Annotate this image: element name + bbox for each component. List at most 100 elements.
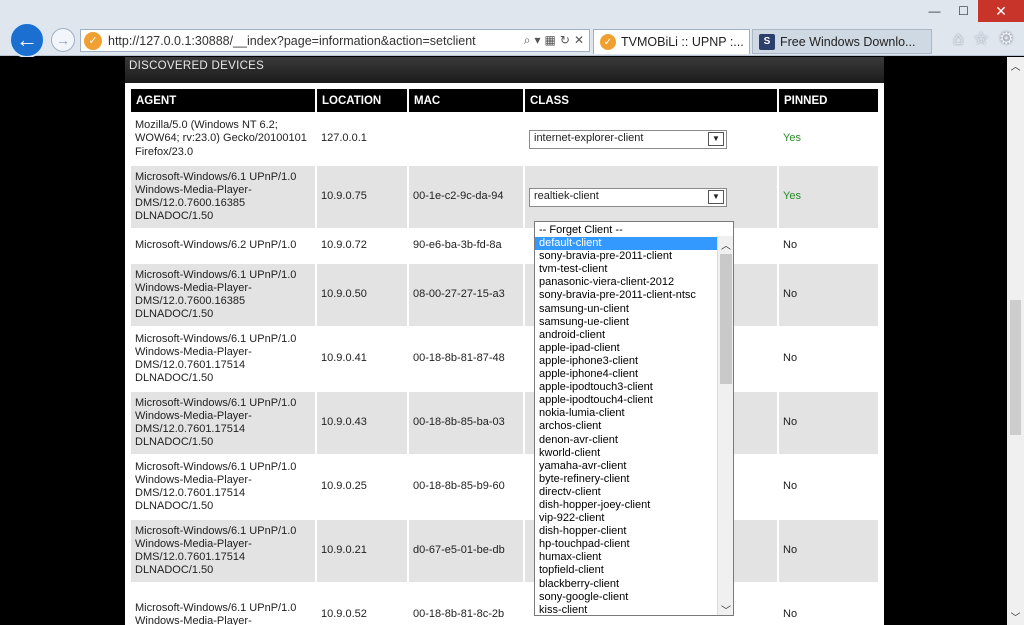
chevron-down-icon: ▼ — [708, 132, 724, 146]
mac-cell: 90-e6-ba-3b-fd-8a — [409, 230, 523, 262]
col-location: LOCATION — [317, 89, 407, 112]
address-url[interactable]: http://127.0.0.1:30888/__index?page=info… — [108, 33, 476, 48]
dropdown-option[interactable]: kworld-client — [539, 446, 601, 459]
dropdown-option[interactable]: sony-google-client — [539, 590, 629, 603]
dropdown-option[interactable]: denon-avr-client — [539, 433, 618, 446]
dropdown-option[interactable]: kiss-client — [539, 603, 588, 616]
stop-icon[interactable]: ✕ — [573, 33, 584, 47]
browser-chrome: — ☐ ✕ ← → ✓ http://127.0.0.1:30888/__ind… — [0, 0, 1024, 58]
dropdown-option[interactable]: yamaha-avr-client — [539, 459, 627, 472]
window-controls: — ☐ ✕ — [920, 0, 1024, 22]
dropdown-option[interactable]: apple-ipodtouch3-client — [539, 381, 653, 394]
class-select[interactable]: realtiek-client ▼ — [529, 187, 727, 207]
class-select-value: realtiek-client — [534, 190, 599, 203]
class-select[interactable]: internet-explorer-client ▼ — [529, 129, 727, 149]
dropdown-option[interactable]: blackberry-client — [539, 577, 620, 590]
dropdown-scroll-thumb[interactable] — [720, 254, 732, 384]
location-cell: 10.9.0.41 — [317, 328, 407, 390]
table-row: Microsoft-Windows/6.1 UPnP/1.0 Windows-M… — [131, 456, 878, 518]
dropdown-option[interactable]: apple-iphone3-client — [539, 354, 639, 367]
page-scroll-thumb[interactable] — [1010, 300, 1021, 435]
back-arrow-icon: ← — [16, 27, 38, 52]
tab-tvmobili[interactable]: ✓ TVMOBiLi :: UPNP :... ✕ — [593, 29, 750, 54]
tvmobili-favicon-icon: ✓ — [600, 34, 616, 50]
location-cell: 10.9.0.50 — [317, 264, 407, 326]
page-scrollbar[interactable]: ︿ ﹀ — [1007, 57, 1024, 625]
pinned-cell: No — [779, 392, 878, 454]
dropdown-option[interactable]: humax-client — [539, 551, 602, 564]
location-cell: 10.9.0.72 — [317, 230, 407, 262]
close-window-button[interactable]: ✕ — [978, 0, 1024, 22]
dropdown-option[interactable]: dish-hopper-joey-client — [539, 498, 651, 511]
agent-cell: Microsoft-Windows/6.1 UPnP/1.0 Windows-M… — [131, 584, 315, 625]
dropdown-option[interactable]: samsung-ue-client — [539, 315, 629, 328]
scroll-down-icon[interactable]: ﹀ — [1010, 613, 1021, 624]
address-tools: ⌕ ▾ ▦ ↻ ✕ — [524, 33, 589, 48]
pinned-cell: No — [779, 456, 878, 518]
dropdown-option[interactable]: directv-client — [539, 485, 601, 498]
col-mac: MAC — [409, 89, 523, 112]
browser-toolbar-icons: ⌂ ☆ ⚙ — [953, 29, 1014, 49]
agent-cell: Mozilla/5.0 (Windows NT 6.2; WOW64; rv:2… — [131, 114, 315, 164]
minimize-button[interactable]: — — [928, 4, 941, 18]
agent-cell: Microsoft-Windows/6.1 UPnP/1.0 Windows-M… — [131, 392, 315, 454]
col-pinned: PINNED — [779, 89, 878, 112]
dropdown-option[interactable]: apple-ipad-client — [539, 341, 620, 354]
dropdown-option[interactable]: archos-client — [539, 420, 602, 433]
forward-button[interactable]: → — [51, 28, 75, 52]
dropdown-option[interactable]: vip-922-client — [539, 512, 605, 525]
tab-softpedia[interactable]: S Free Windows Downlo... — [752, 29, 932, 54]
pinned-cell: Yes — [779, 114, 878, 164]
home-icon[interactable]: ⌂ — [953, 29, 964, 48]
class-cell: realtiek-client ▼ — [525, 166, 777, 228]
forward-arrow-icon: → — [56, 32, 70, 48]
address-bar[interactable]: ✓ http://127.0.0.1:30888/__index?page=in… — [80, 29, 590, 52]
dropdown-option[interactable]: hp-touchpad-client — [539, 538, 630, 551]
back-button[interactable]: ← — [9, 22, 45, 58]
tab-close-icon[interactable]: ✕ — [744, 35, 749, 49]
class-dropdown-list[interactable]: -- Forget Client -- default-client sony-br… — [534, 221, 734, 616]
search-icon[interactable]: ⌕ — [523, 33, 531, 47]
dropdown-scrollbar[interactable]: ︿ ﹀ — [717, 236, 733, 616]
location-cell: 10.9.0.21 — [317, 520, 407, 582]
dropdown-option[interactable]: nokia-lumia-client — [539, 407, 625, 420]
dropdown-option[interactable]: panasonic-viera-client-2012 — [539, 276, 675, 289]
pinned-cell: No — [779, 230, 878, 262]
dropdown-option[interactable]: dish-hopper-client — [539, 525, 627, 538]
scroll-up-icon[interactable]: ︿ — [1010, 62, 1021, 73]
agent-cell: Microsoft-Windows/6.1 UPnP/1.0 Windows-M… — [131, 456, 315, 518]
chevron-up-icon[interactable]: ︿ — [721, 240, 731, 252]
agent-cell: Microsoft-Windows/6.2 UPnP/1.0 — [131, 230, 315, 262]
mac-cell: d0-67-e5-01-be-db — [409, 520, 523, 582]
dropdown-option[interactable]: sony-bravia-pre-2011-client-ntsc — [539, 289, 696, 302]
chevron-down-icon[interactable]: ﹀ — [721, 605, 731, 616]
dropdown-arrow-icon[interactable]: ▾ — [534, 33, 541, 47]
dropdown-option[interactable]: tvm-test-client — [539, 263, 608, 276]
refresh-icon[interactable]: ↻ — [559, 33, 570, 47]
dropdown-option[interactable]: default-client — [535, 237, 718, 251]
dropdown-option[interactable]: android-client — [539, 328, 606, 341]
star-icon[interactable]: ☆ — [973, 29, 989, 48]
dropdown-option[interactable]: topfield-client — [539, 564, 604, 577]
pinned-cell: No — [779, 520, 878, 582]
dropdown-option[interactable]: sony-bravia-pre-2011-client — [539, 250, 673, 263]
table-row: Microsoft-Windows/6.2 UPnP/1.0 10.9.0.72… — [131, 230, 878, 262]
location-cell: 127.0.0.1 — [317, 114, 407, 164]
mac-cell: 00-18-8b-81-8c-2b — [409, 584, 523, 625]
gear-icon[interactable]: ⚙ — [998, 29, 1014, 48]
dropdown-option[interactable]: samsung-un-client — [539, 302, 629, 315]
col-class: CLASS — [525, 89, 777, 112]
dropdown-option[interactable]: -- Forget Client -- — [539, 224, 623, 236]
compat-view-icon[interactable]: ▦ — [544, 33, 556, 47]
dropdown-option[interactable]: apple-iphone4-client — [539, 368, 639, 381]
maximize-button[interactable]: ☐ — [958, 4, 969, 18]
tab-title: Free Windows Downlo... — [780, 34, 916, 49]
pinned-cell: No — [779, 264, 878, 326]
dropdown-option[interactable]: apple-ipodtouch4-client — [539, 394, 653, 407]
mac-cell — [409, 114, 523, 164]
mac-cell: 00-1e-c2-9c-da-94 — [409, 166, 523, 228]
dropdown-option[interactable]: byte-refinery-client — [539, 472, 630, 485]
section-title: DISCOVERED DEVICES — [125, 57, 884, 83]
content-panel: DISCOVERED DEVICES AGENT LOCATION MAC CL… — [125, 57, 884, 625]
table-row: Microsoft-Windows/6.1 UPnP/1.0 Windows-M… — [131, 264, 878, 326]
